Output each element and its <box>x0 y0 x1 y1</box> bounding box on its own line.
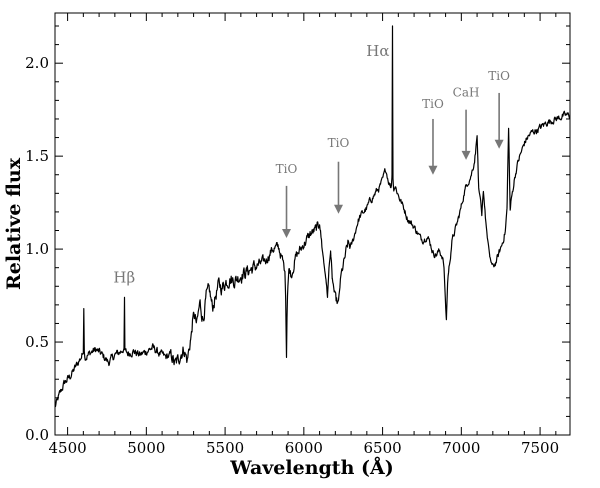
annotation-arrow-head <box>333 204 343 214</box>
spectrum-line <box>54 25 571 408</box>
x-tick-label: 5500 <box>206 439 244 457</box>
annotation-label: Hβ <box>113 269 135 287</box>
annotation-arrow-head <box>282 228 292 238</box>
y-tick-label: 0.5 <box>25 333 49 351</box>
x-tick-label: 6000 <box>285 439 323 457</box>
x-tick-label: 7500 <box>521 439 559 457</box>
y-tick-label: 1.5 <box>25 147 49 165</box>
y-tick-label: 1.0 <box>25 240 49 258</box>
x-tick-label: 4500 <box>49 439 87 457</box>
annotation-label: TiO <box>328 136 350 150</box>
line-annotations: Hβ TiO TiO Hα TiO CaH TiO <box>113 42 510 287</box>
annotation-arrow-head <box>428 165 438 175</box>
x-tick-label: 5000 <box>127 439 165 457</box>
annotation-label: TiO <box>422 97 444 111</box>
annotation-label: TiO <box>488 69 510 83</box>
annotation-label: CaH <box>453 86 480 100</box>
axis-ticks <box>55 13 570 436</box>
annotation-label: Hα <box>366 42 389 60</box>
annotation-label: TiO <box>276 162 298 176</box>
tick-labels: 4500 5000 5500 6000 6500 7000 7500 0.0 0.5 1.0 1.5… <box>25 54 559 457</box>
x-tick-label: 6500 <box>363 439 401 457</box>
y-tick-label: 0.0 <box>25 426 49 444</box>
annotation-arrow-head <box>494 139 504 149</box>
y-tick-label: 2.0 <box>25 54 49 72</box>
y-axis-label: Relative flux <box>3 157 25 290</box>
x-tick-label: 7000 <box>442 439 480 457</box>
plot-frame <box>54 12 571 436</box>
annotation-arrow-head <box>461 150 471 160</box>
x-axis-label: Wavelength (Å) <box>229 456 393 479</box>
